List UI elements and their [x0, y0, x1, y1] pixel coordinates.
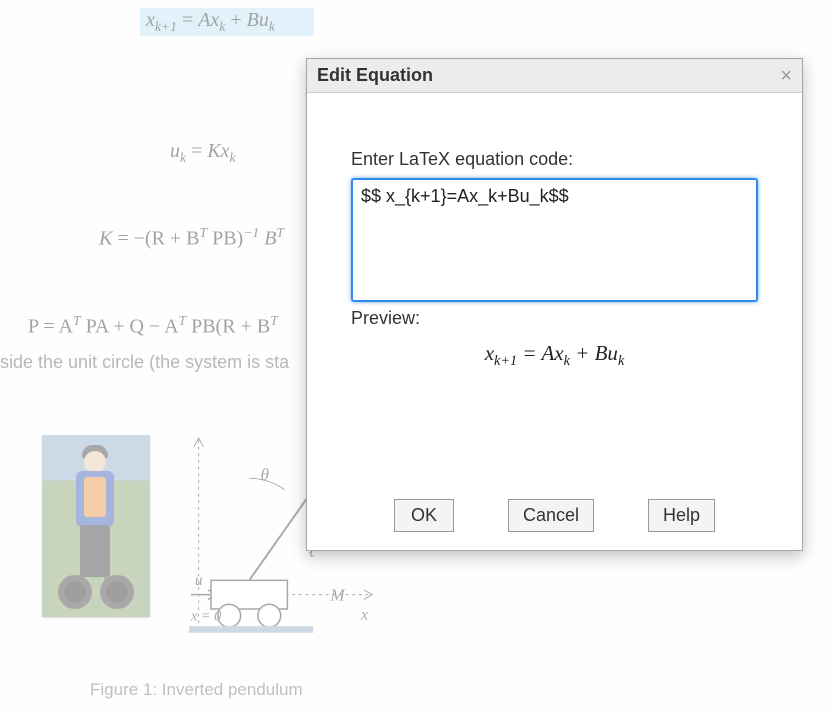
preview-equation: xk+1 = Axk + Buk [485, 341, 625, 370]
equation-3: K = −(R + BT PB)−1 BT [99, 225, 284, 251]
body-text-fragment: side the unit circle (the system is sta [0, 352, 289, 373]
dialog-body: Enter LaTeX equation code: Preview: xk+1… [307, 93, 802, 491]
eq4-a: P = A [28, 316, 73, 338]
label-M: M [329, 585, 346, 604]
eq1-sub-k1: k [219, 19, 225, 34]
eq1-equals: = [182, 9, 198, 31]
eq4-b: PA + Q − A [86, 316, 179, 338]
eq2-lhs-var: u [170, 140, 180, 162]
dialog-buttons: OK Cancel Help [307, 491, 802, 550]
diagram-cart [211, 580, 287, 609]
dialog-title: Edit Equation [317, 65, 433, 86]
eq2-sub-k: k [230, 150, 236, 165]
label-x0: x = 0 [190, 608, 221, 624]
preview-label: Preview: [351, 308, 758, 329]
pv-subk2: k [618, 353, 624, 369]
label-theta: θ [261, 465, 270, 484]
diagram-wheel-2 [258, 604, 281, 627]
latex-code-input[interactable] [351, 178, 758, 302]
eq1-sub-k2: k [269, 19, 275, 34]
page-root: xk+1 = Axk + Buk uk = Kxk K = −(R + BT P… [0, 0, 836, 718]
figure-caption: Figure 1: Inverted pendulum [90, 680, 303, 700]
eq2-Kx: Kx [207, 140, 229, 162]
eq4-c: PB(R + B [191, 316, 270, 338]
eq3-c: PB) [212, 228, 243, 250]
label-x: x [360, 605, 369, 623]
equation-4: P = AT PA + Q − AT PB(R + BT [28, 313, 278, 339]
eq2-equals: = [191, 140, 207, 162]
equation-1[interactable]: xk+1 = Axk + Buk [146, 9, 275, 35]
eq1-Ax: Ax [198, 9, 219, 31]
close-icon[interactable]: × [780, 66, 792, 86]
label-u: u [195, 572, 203, 589]
pv-Ax: Ax [541, 341, 563, 365]
pv-Bu: Bu [595, 341, 618, 365]
eq1-lhs-var: x [146, 9, 155, 31]
eq3-d: B [264, 228, 276, 250]
preview-area: xk+1 = Axk + Buk [351, 337, 758, 411]
pv-plus: + [570, 341, 595, 365]
eq3-sup1: T [200, 225, 208, 240]
dialog-titlebar[interactable]: Edit Equation × [307, 59, 802, 93]
eq4-sup3: T [270, 313, 278, 328]
eq4-sup1: T [73, 313, 81, 328]
ok-button[interactable]: OK [394, 499, 454, 532]
eq3-sup3: T [276, 225, 284, 240]
eq3-b: = −(R + B [117, 228, 199, 250]
eq1-plus: + [230, 9, 246, 31]
segway-photo [42, 435, 150, 617]
help-button[interactable]: Help [648, 499, 715, 532]
latex-prompt-label: Enter LaTeX equation code: [351, 149, 758, 170]
pv-x: x [485, 341, 494, 365]
pv-eq: = [517, 341, 541, 365]
eq3-K: K [99, 228, 112, 250]
eq4-sup2: T [179, 313, 187, 328]
eq3-sup2: −1 [243, 225, 259, 240]
eq2-lhs-sub: k [180, 150, 186, 165]
edit-equation-dialog: Edit Equation × Enter LaTeX equation cod… [306, 58, 803, 551]
eq1-lhs-sub: k+1 [155, 19, 177, 34]
diagram-ground [189, 626, 313, 633]
equation-2: uk = Kxk [170, 140, 236, 166]
pv-sub1: k+1 [494, 353, 517, 369]
cancel-button[interactable]: Cancel [508, 499, 594, 532]
eq1-Bu: Bu [247, 9, 269, 31]
